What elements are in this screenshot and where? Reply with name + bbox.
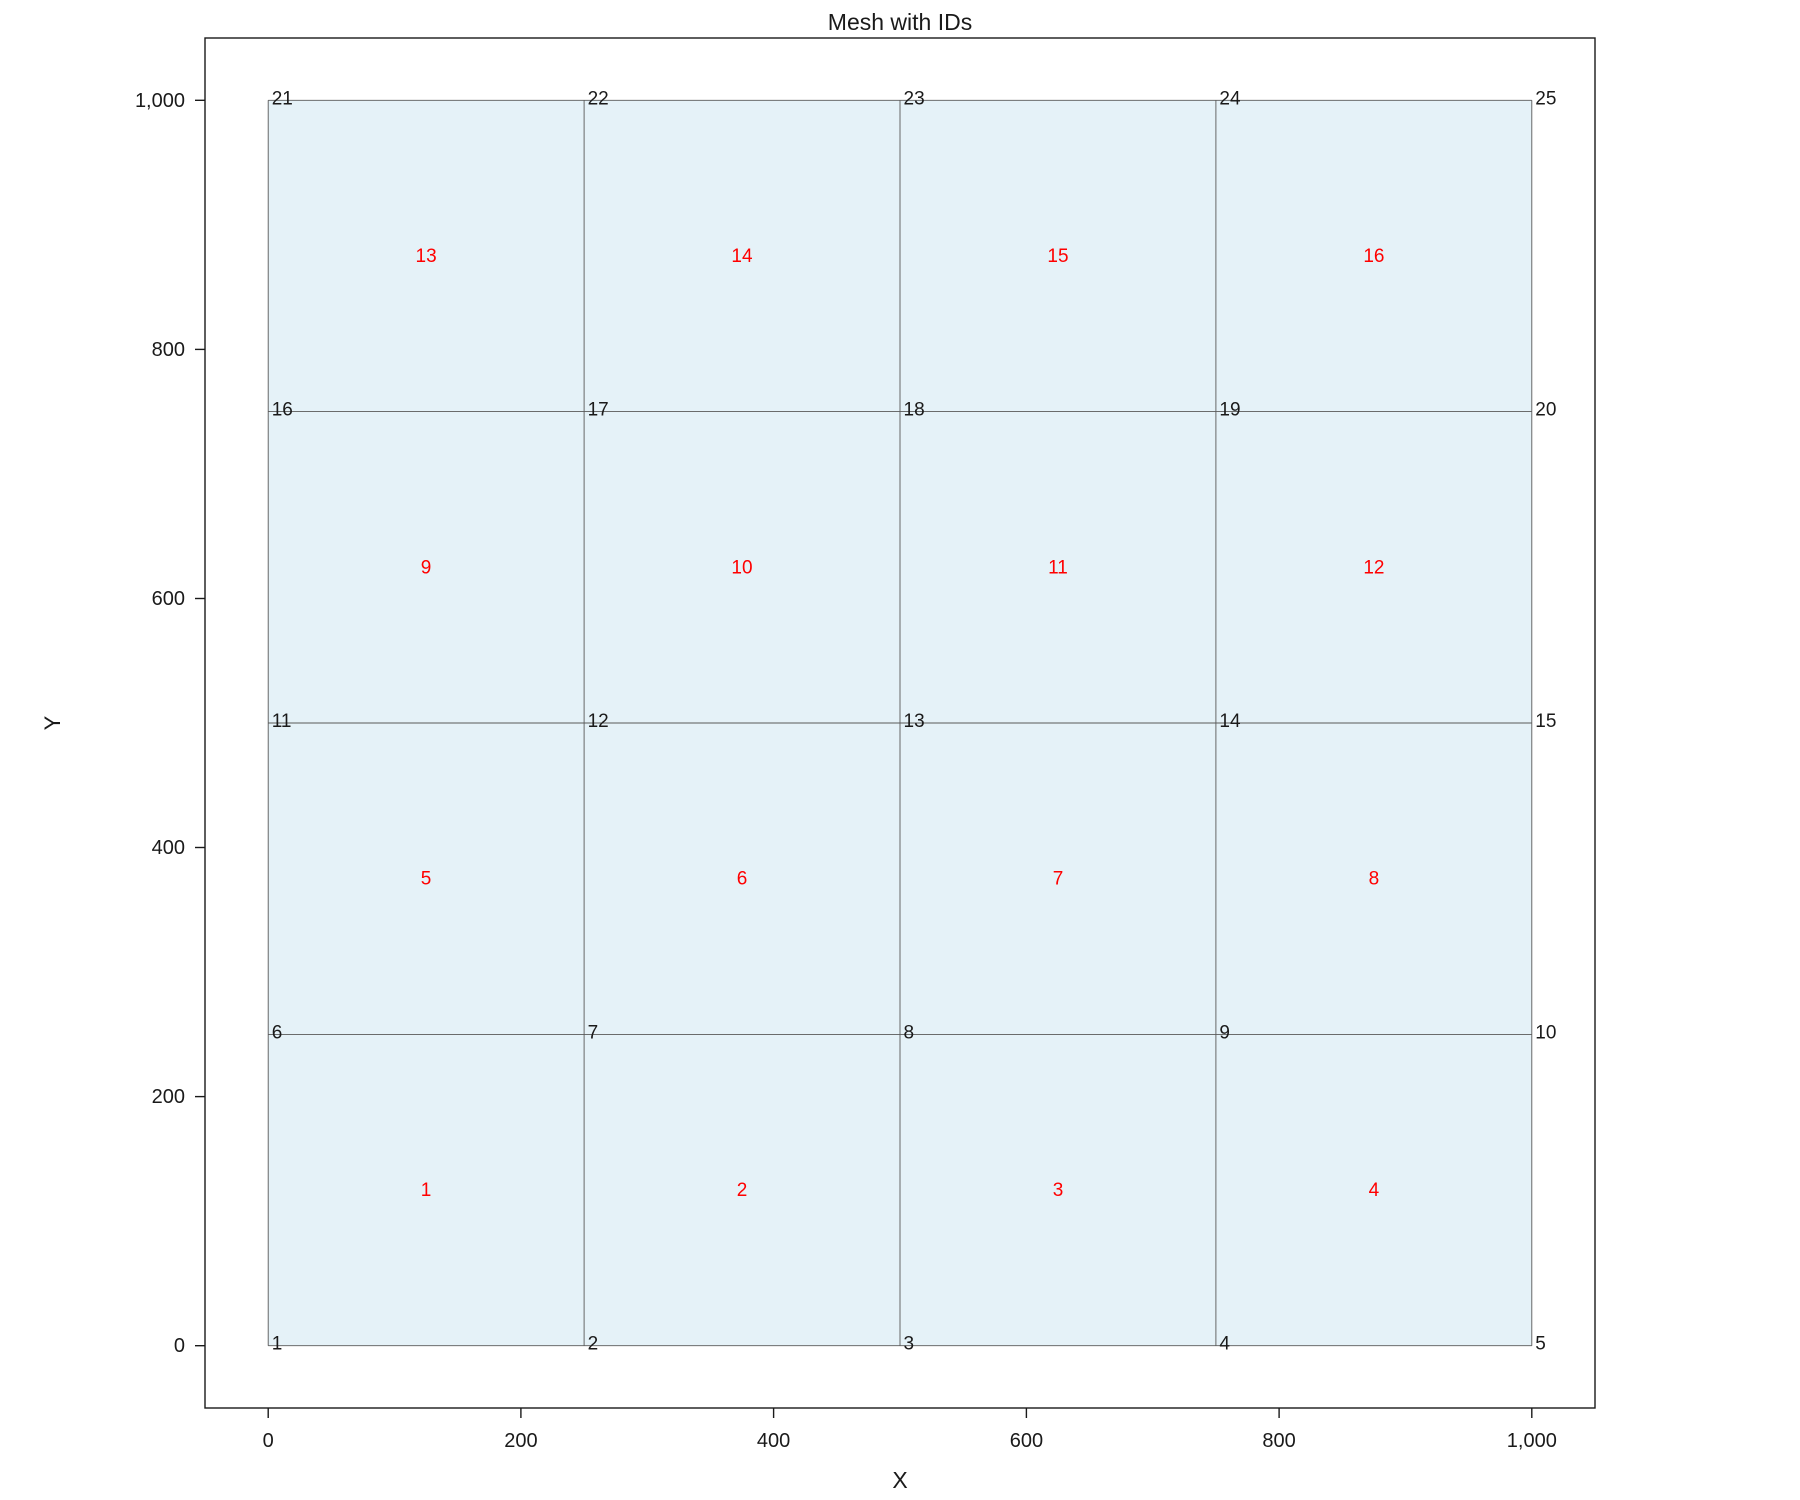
- svg-text:3: 3: [1053, 1180, 1064, 1201]
- svg-text:13: 13: [416, 246, 437, 267]
- svg-text:12: 12: [1363, 557, 1384, 578]
- svg-text:10: 10: [731, 557, 752, 578]
- svg-text:1,000: 1,000: [135, 90, 185, 112]
- svg-text:8: 8: [1369, 869, 1380, 890]
- svg-text:4: 4: [1369, 1180, 1380, 1201]
- svg-text:12: 12: [588, 711, 609, 732]
- svg-text:1: 1: [272, 1334, 283, 1355]
- svg-text:1,000: 1,000: [1507, 1430, 1557, 1452]
- svg-text:19: 19: [1219, 400, 1240, 421]
- svg-text:14: 14: [731, 246, 753, 267]
- svg-text:17: 17: [588, 400, 609, 421]
- svg-text:25: 25: [1535, 88, 1556, 109]
- svg-text:13: 13: [904, 711, 925, 732]
- svg-text:1: 1: [421, 1180, 432, 1201]
- svg-text:18: 18: [904, 400, 925, 421]
- svg-text:16: 16: [272, 400, 293, 421]
- svg-text:21: 21: [272, 88, 293, 109]
- svg-text:600: 600: [152, 588, 185, 610]
- svg-text:22: 22: [588, 88, 609, 109]
- svg-text:4: 4: [1219, 1334, 1230, 1355]
- svg-text:800: 800: [152, 339, 185, 361]
- svg-text:7: 7: [1053, 869, 1064, 890]
- svg-text:200: 200: [152, 1086, 185, 1108]
- svg-text:6: 6: [737, 869, 748, 890]
- svg-text:23: 23: [904, 88, 925, 109]
- svg-text:400: 400: [152, 837, 185, 859]
- svg-text:6: 6: [272, 1022, 283, 1043]
- svg-text:Mesh with IDs: Mesh with IDs: [828, 9, 972, 35]
- svg-text:14: 14: [1219, 711, 1241, 732]
- svg-text:24: 24: [1219, 88, 1241, 109]
- svg-text:20: 20: [1535, 400, 1556, 421]
- svg-text:0: 0: [263, 1430, 274, 1452]
- svg-text:11: 11: [1048, 557, 1068, 578]
- svg-text:0: 0: [174, 1335, 185, 1357]
- svg-text:200: 200: [504, 1430, 537, 1452]
- svg-text:9: 9: [421, 557, 432, 578]
- svg-text:3: 3: [904, 1334, 915, 1355]
- svg-text:15: 15: [1047, 246, 1068, 267]
- svg-text:10: 10: [1535, 1022, 1556, 1043]
- svg-text:2: 2: [737, 1180, 748, 1201]
- svg-text:7: 7: [588, 1022, 599, 1043]
- svg-text:X: X: [892, 1467, 907, 1493]
- svg-text:800: 800: [1262, 1430, 1295, 1452]
- svg-text:8: 8: [904, 1022, 915, 1043]
- svg-text:2: 2: [588, 1334, 599, 1355]
- svg-text:Y: Y: [40, 715, 65, 730]
- svg-text:5: 5: [421, 869, 432, 890]
- svg-text:600: 600: [1010, 1430, 1043, 1452]
- svg-text:9: 9: [1219, 1022, 1230, 1043]
- svg-text:15: 15: [1535, 711, 1556, 732]
- svg-text:11: 11: [272, 711, 292, 732]
- svg-text:16: 16: [1363, 246, 1384, 267]
- svg-text:5: 5: [1535, 1334, 1546, 1355]
- svg-text:400: 400: [757, 1430, 790, 1452]
